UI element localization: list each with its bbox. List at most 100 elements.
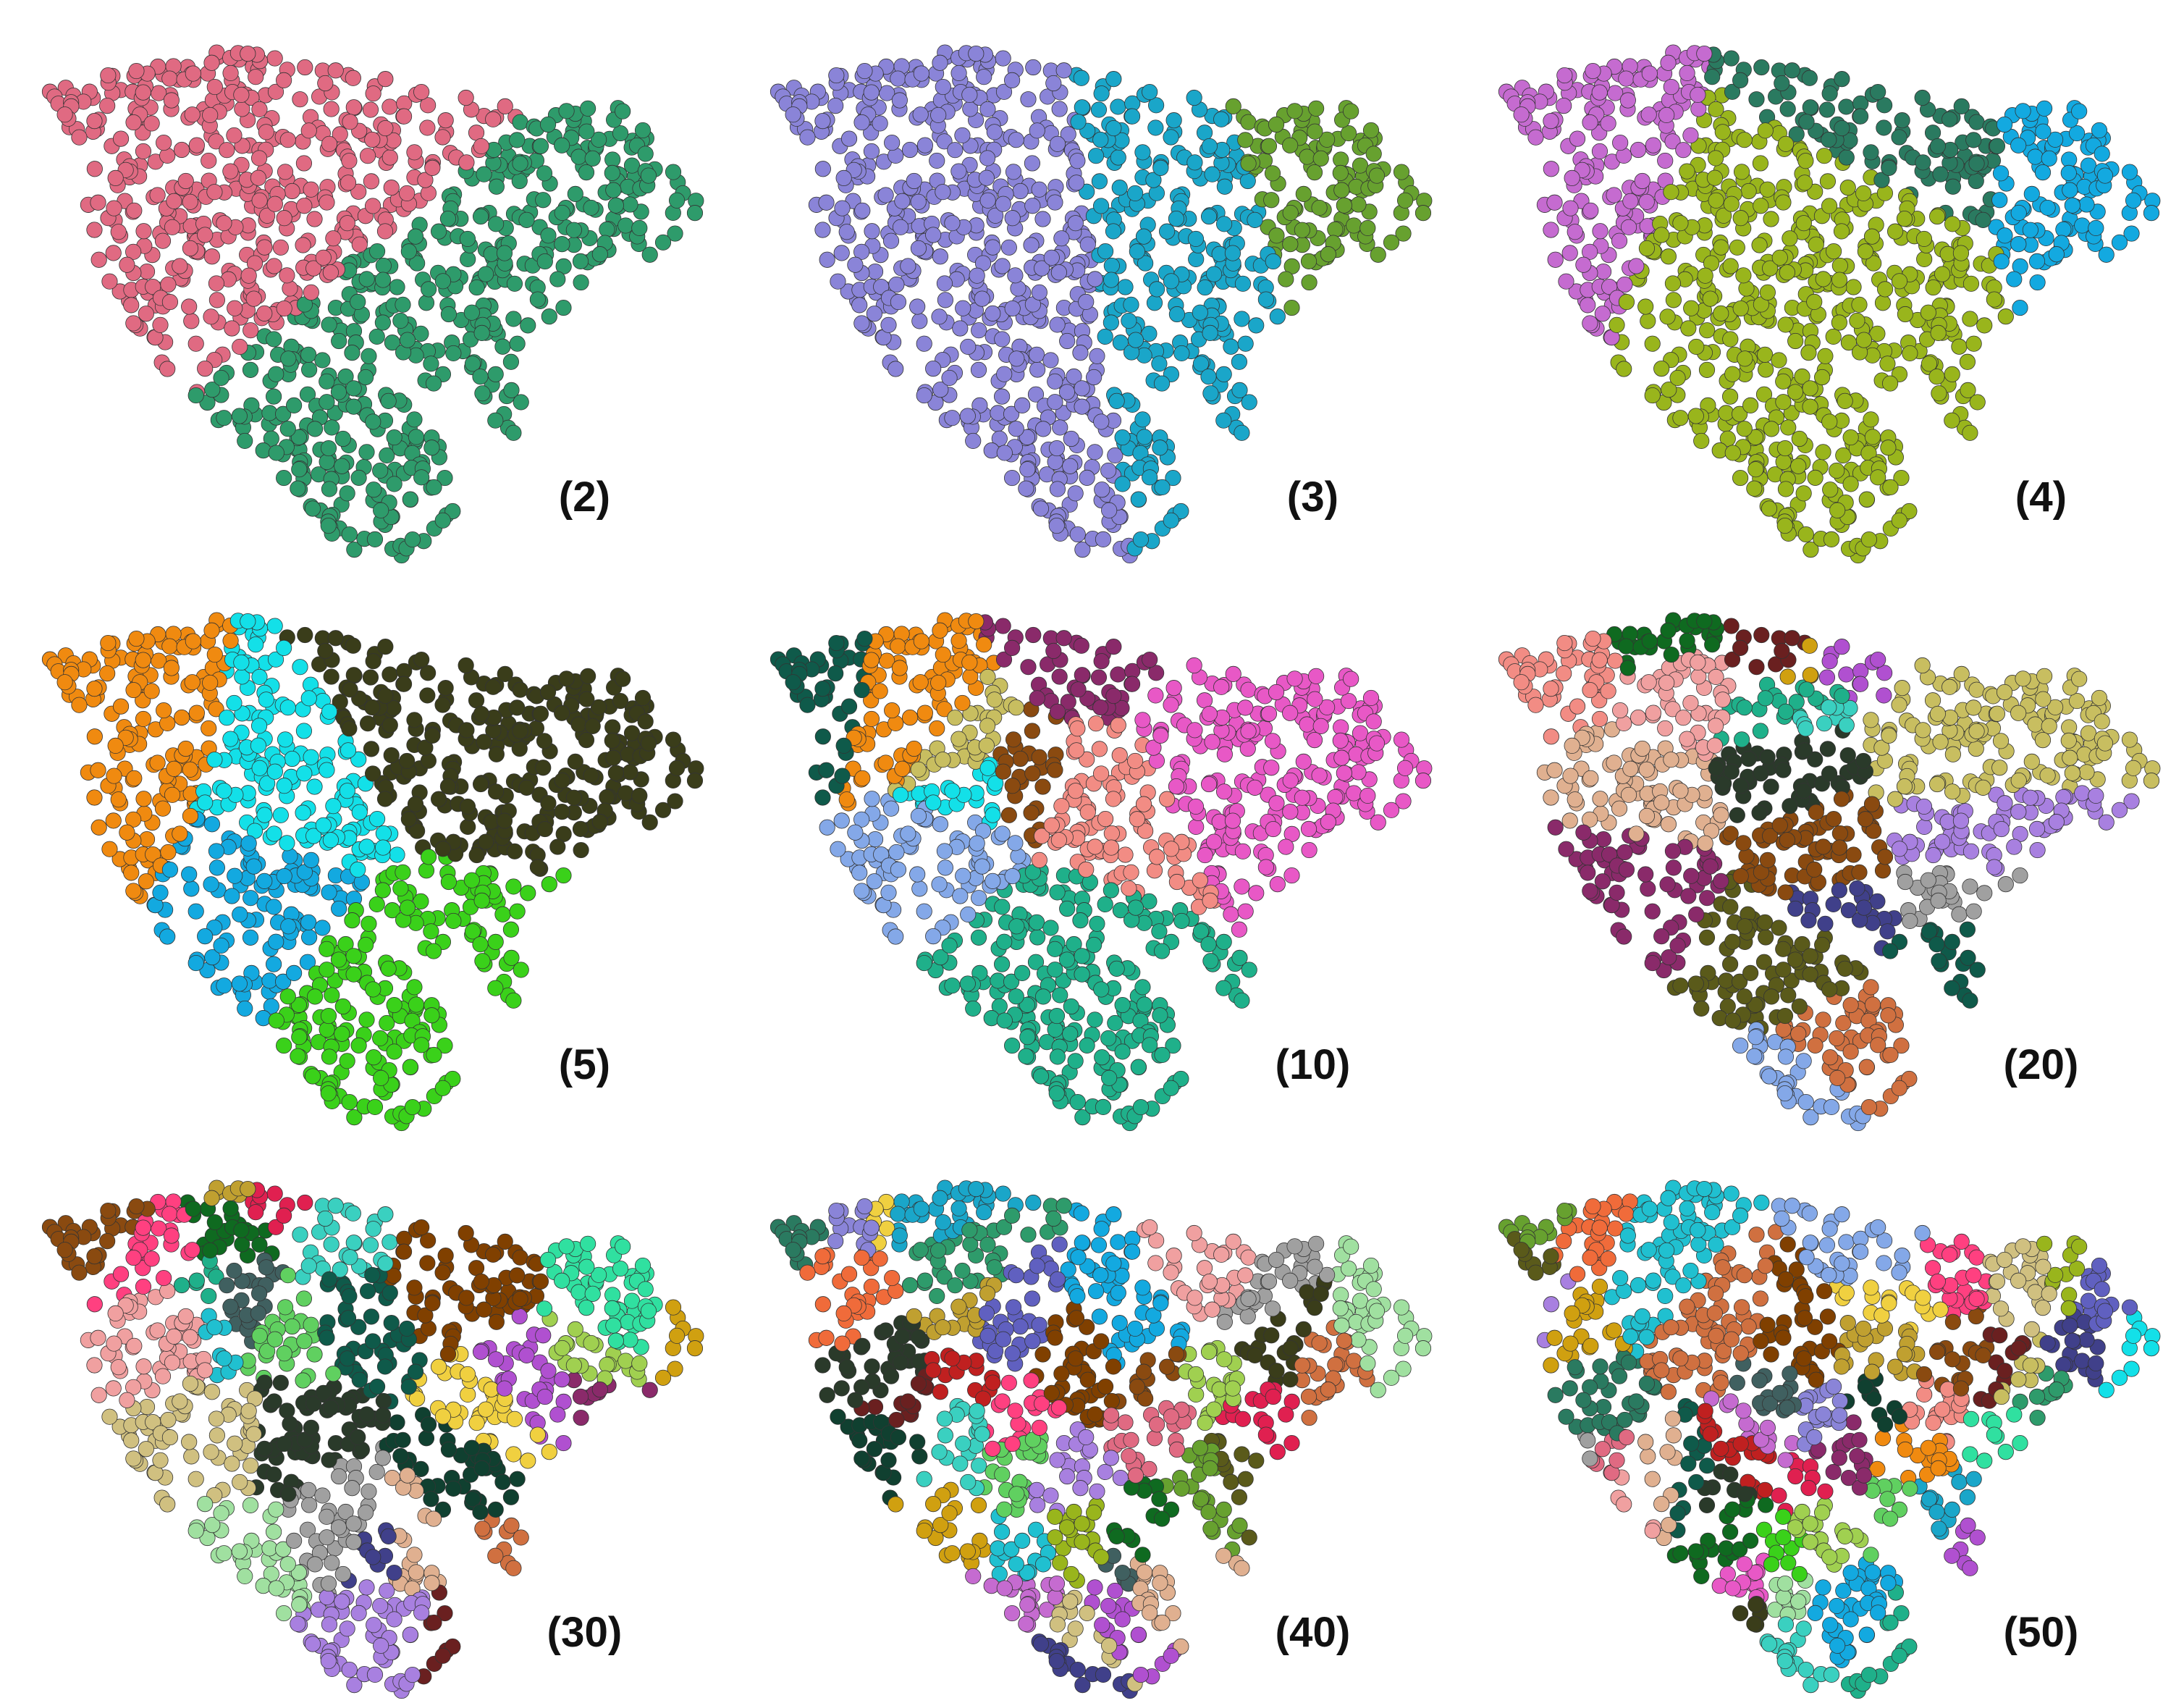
node: [1091, 173, 1108, 190]
node: [1802, 99, 1818, 116]
node: [1860, 531, 1878, 548]
node: [1078, 861, 1095, 878]
node: [827, 98, 844, 114]
node: [985, 239, 1001, 256]
node: [667, 225, 683, 242]
node: [555, 867, 572, 884]
node: [485, 678, 502, 695]
node: [1864, 996, 1881, 1013]
node: [1047, 962, 1063, 978]
node: [1665, 292, 1682, 308]
node: [2094, 146, 2110, 162]
node: [2064, 197, 2080, 214]
node: [434, 129, 451, 146]
node: [345, 667, 362, 684]
node: [925, 227, 942, 243]
node: [1723, 50, 1740, 67]
node: [1819, 741, 1837, 757]
node: [1591, 710, 1609, 728]
node: [372, 1030, 389, 1047]
node: [1063, 998, 1079, 1015]
node: [1567, 224, 1583, 240]
node: [100, 634, 117, 652]
node: [1052, 419, 1068, 436]
node: [1729, 807, 1745, 823]
node: [224, 888, 240, 904]
node: [434, 697, 451, 713]
node: [1975, 211, 1991, 228]
node: [910, 761, 927, 778]
node: [488, 746, 505, 762]
node: [640, 735, 657, 752]
node: [1067, 485, 1084, 502]
node: [203, 876, 219, 893]
node: [421, 849, 437, 865]
node: [279, 699, 296, 716]
node: [1068, 174, 1085, 191]
node: [408, 429, 425, 445]
node: [1110, 98, 1126, 115]
node: [202, 106, 219, 124]
node: [612, 125, 629, 142]
node: [1055, 630, 1072, 647]
node: [1757, 122, 1774, 139]
node: [377, 687, 394, 705]
node: [208, 133, 224, 150]
node: [1142, 83, 1158, 101]
node: [477, 833, 494, 850]
node: [317, 642, 334, 660]
node: [1072, 912, 1089, 929]
node: [476, 166, 492, 182]
node: [303, 284, 319, 300]
node: [307, 988, 324, 1005]
node: [686, 773, 704, 789]
node: [911, 880, 928, 897]
node: [1336, 765, 1352, 781]
node: [297, 626, 313, 644]
node: [1414, 205, 1432, 222]
node: [1090, 101, 1108, 118]
node: [1079, 183, 1095, 200]
node: [1031, 749, 1047, 765]
node: [1915, 230, 1933, 248]
node: [994, 388, 1011, 405]
node: [623, 157, 641, 174]
node: [237, 432, 253, 450]
node: [125, 114, 142, 131]
node: [891, 660, 908, 676]
node: [369, 243, 386, 260]
node: [276, 469, 292, 487]
node: [1204, 733, 1220, 750]
node: [350, 469, 367, 486]
node: [1173, 345, 1190, 361]
node: [1110, 666, 1126, 683]
node: [818, 194, 835, 211]
node: [1187, 798, 1205, 815]
node: [1004, 778, 1021, 794]
node: [222, 64, 239, 82]
node: [431, 223, 447, 240]
node: [187, 335, 204, 352]
node: [413, 1037, 430, 1054]
node: [1921, 356, 1938, 372]
node: [408, 996, 425, 1013]
node: [342, 114, 358, 130]
node: [1079, 469, 1095, 486]
node: [320, 517, 337, 534]
node: [607, 197, 624, 214]
node: [1753, 626, 1770, 644]
node: [110, 224, 127, 240]
node: [814, 728, 831, 745]
node: [99, 98, 116, 114]
node: [1838, 98, 1855, 115]
node: [1916, 818, 1933, 836]
node: [995, 83, 1013, 100]
node: [1719, 430, 1736, 447]
node: [607, 765, 624, 781]
node: [2028, 253, 2046, 269]
node: [258, 124, 274, 140]
node: [340, 742, 357, 759]
node: [337, 935, 354, 953]
node: [364, 198, 381, 214]
node: [286, 964, 303, 981]
